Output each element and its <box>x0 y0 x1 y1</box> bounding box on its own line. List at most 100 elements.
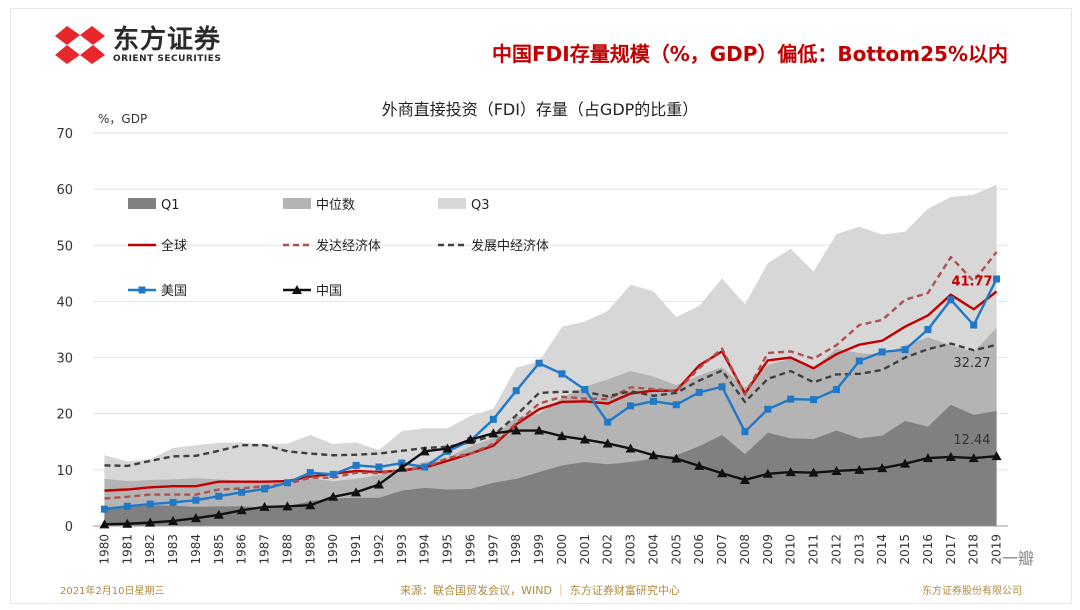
marker-china <box>739 474 750 484</box>
x-tick-label: 2005 <box>669 534 683 565</box>
x-tick-label: 2001 <box>578 534 592 565</box>
marker-china <box>762 468 773 478</box>
marker-china <box>877 463 888 473</box>
marker-china <box>511 425 522 435</box>
x-tick-label: 1994 <box>418 534 432 565</box>
marker-china <box>831 465 842 475</box>
marker-china <box>945 451 956 461</box>
marker-usa <box>261 485 269 493</box>
x-tick-label: 1991 <box>349 534 363 565</box>
x-tick-label: 1984 <box>189 534 203 565</box>
marker-china <box>648 450 659 460</box>
marker-usa <box>306 469 314 477</box>
x-tick-label: 1985 <box>212 534 226 565</box>
legend-label-usa: 美国 <box>161 284 187 299</box>
y-tick-label: 40 <box>56 295 73 310</box>
legend-swatch-median <box>283 198 311 209</box>
x-tick-label: 2008 <box>738 534 752 565</box>
marker-usa <box>604 418 612 426</box>
x-tick-label: 1998 <box>509 534 523 565</box>
marker-usa <box>192 496 200 504</box>
y-tick-label: 50 <box>56 239 73 254</box>
footer-source: 来源：联合国贸发会议，WIND ｜ 东方证券财富研究中心 <box>400 584 680 597</box>
marker-china <box>190 513 201 523</box>
footer-company: 东方证券股份有限公司 <box>922 586 1022 597</box>
x-tick-label: 2013 <box>852 534 866 565</box>
marker-usa <box>924 326 932 333</box>
y-tick-label: 60 <box>56 183 73 198</box>
x-tick-label: 2006 <box>692 534 706 565</box>
marker-china <box>396 462 407 472</box>
marker-china <box>442 443 453 453</box>
marker-usa <box>558 370 566 378</box>
marker-usa <box>764 405 772 413</box>
marker-usa <box>352 461 360 469</box>
marker-china <box>991 451 1002 461</box>
area-q1 <box>104 404 997 526</box>
marker-china <box>373 479 384 489</box>
marker-usa <box>329 470 337 478</box>
marker-usa <box>970 321 978 329</box>
marker-usa <box>169 498 177 506</box>
marker-china <box>694 460 705 470</box>
marker-china <box>282 501 293 511</box>
y-tick-label: 10 <box>56 464 73 479</box>
x-tick-label: 1982 <box>143 534 157 565</box>
x-tick-label: 1986 <box>235 534 249 565</box>
marker-china <box>785 467 796 477</box>
marker-usa <box>947 296 955 304</box>
marker-china <box>213 509 224 519</box>
legend-label-china: 中国 <box>316 284 342 299</box>
slide-headline: 中国FDI存量规模（%，GDP）偏低：Bottom25%以内 <box>492 42 1008 66</box>
marker-usa <box>901 346 909 354</box>
marker-china <box>556 431 567 441</box>
legend-marker-usa <box>138 286 146 294</box>
marker-china <box>968 453 979 463</box>
marker-usa <box>535 359 543 367</box>
marker-usa <box>100 505 108 513</box>
chart-title: 外商直接投资（FDI）存量（占GDP的比重） <box>381 100 699 119</box>
marker-usa <box>215 492 223 500</box>
data-label-china: 12.44 <box>953 433 990 448</box>
marker-usa <box>283 479 291 487</box>
marker-usa <box>741 428 749 436</box>
marker-china <box>122 518 133 528</box>
x-tick-label: 1990 <box>326 534 340 565</box>
marker-usa <box>695 388 703 396</box>
x-tick-label: 1992 <box>372 534 386 565</box>
x-tick-label: 1999 <box>532 534 546 565</box>
marker-usa <box>123 502 131 510</box>
marker-china <box>922 453 933 463</box>
marker-china <box>579 434 590 444</box>
legend-label-developing: 发展中经济体 <box>471 238 549 254</box>
logo-english-name: ORIENT SECURITIES <box>113 54 222 64</box>
marker-usa <box>238 488 246 496</box>
y-tick-label: 20 <box>56 408 73 423</box>
y-tick-label: 0 <box>65 520 73 535</box>
watermark: 一瓣 <box>1001 549 1034 568</box>
line-china <box>104 429 997 526</box>
x-tick-label: 1993 <box>395 534 409 565</box>
data-label-developing: 32.27 <box>953 356 990 371</box>
data-label-world: 41.77 <box>951 274 992 289</box>
marker-china <box>305 500 316 510</box>
legend-label-world: 全球 <box>161 238 187 254</box>
legend-swatch-q1 <box>128 198 156 209</box>
x-tick-label: 1980 <box>97 534 111 565</box>
x-tick-label: 1997 <box>486 534 500 565</box>
marker-usa <box>627 402 635 410</box>
x-tick-label: 1981 <box>120 534 134 565</box>
y-tick-label: 70 <box>56 127 73 142</box>
x-tick-label: 1996 <box>463 534 477 565</box>
marker-china <box>602 438 613 448</box>
x-tick-label: 2011 <box>807 534 821 565</box>
logo-chinese-name: 东方证券 <box>113 25 222 55</box>
marker-china <box>671 453 682 463</box>
marker-usa <box>375 463 383 471</box>
legend-label-q3: Q3 <box>471 198 490 213</box>
marker-usa <box>581 386 589 394</box>
legend-label-q1: Q1 <box>161 198 180 213</box>
x-tick-label: 1983 <box>166 534 180 565</box>
marker-china <box>145 517 156 527</box>
